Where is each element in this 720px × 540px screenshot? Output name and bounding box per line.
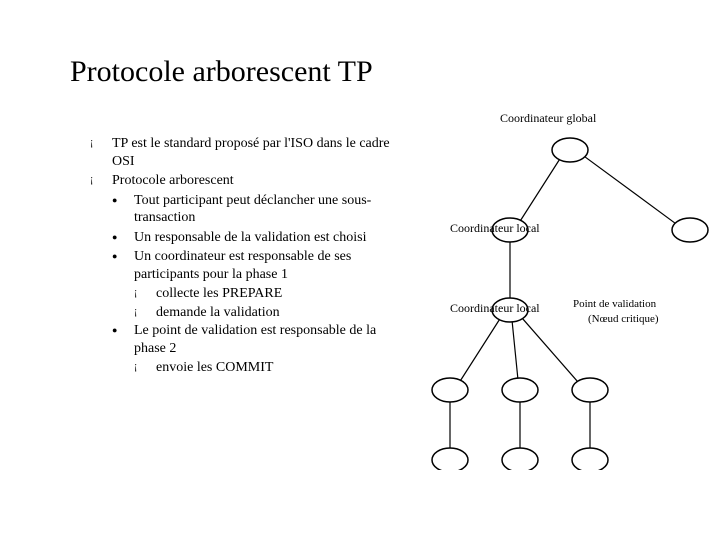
bullet-text: Un coordinateur est responsable de ses p… — [134, 248, 400, 283]
circle-icon: ¡ — [90, 172, 112, 190]
tree-node — [572, 448, 608, 470]
disc-icon: ● — [112, 322, 134, 357]
bullet-text: collecte les PREPARE — [156, 285, 400, 303]
bullet-content: ¡ TP est le standard proposé par l'ISO d… — [90, 135, 400, 378]
tree-node — [502, 378, 538, 402]
tree-node — [432, 448, 468, 470]
bullet-text: TP est le standard proposé par l'ISO dan… — [112, 135, 400, 170]
bullet-text: envoie les COMMIT — [156, 359, 400, 377]
diagram-label: Coordinateur local — [450, 221, 540, 235]
circle-icon: ¡ — [134, 304, 156, 322]
tree-edge — [460, 319, 499, 381]
disc-icon: ● — [112, 229, 134, 247]
tree-node — [672, 218, 708, 242]
bullet-text: Le point de validation est responsable d… — [134, 322, 400, 357]
circle-icon: ¡ — [134, 359, 156, 377]
disc-icon: ● — [112, 192, 134, 227]
diagram-label: (Nœud critique) — [588, 313, 659, 325]
tree-node — [572, 378, 608, 402]
list-item: ● Le point de validation est responsable… — [112, 322, 400, 357]
bullet-text: Protocole arborescent — [112, 172, 400, 190]
tree-node — [432, 378, 468, 402]
list-item: ● Un coordinateur est responsable de ses… — [112, 248, 400, 283]
slide-title: Protocole arborescent TP — [70, 55, 373, 89]
bullet-text: Tout participant peut déclancher une sou… — [134, 192, 400, 227]
tree-diagram: Coordinateur global Coordinateur local Coo… — [390, 110, 710, 470]
tree-node — [502, 448, 538, 470]
circle-icon: ¡ — [90, 135, 112, 170]
list-item: ● Tout participant peut déclancher une s… — [112, 192, 400, 227]
tree-node — [552, 138, 588, 162]
tree-edge — [522, 318, 578, 382]
diagram-label: Coordinateur local — [450, 301, 540, 315]
tree-edge — [512, 321, 518, 378]
list-item: ¡ collecte les PREPARE — [134, 285, 400, 303]
diagram-label: Point de validation — [573, 298, 657, 310]
tree-edge — [584, 156, 676, 223]
list-item: ¡ TP est le standard proposé par l'ISO d… — [90, 135, 400, 170]
tree-edge — [520, 159, 559, 221]
circle-icon: ¡ — [134, 285, 156, 303]
list-item: ● Un responsable de la validation est ch… — [112, 229, 400, 247]
disc-icon: ● — [112, 248, 134, 283]
list-item: ¡ demande la validation — [134, 304, 400, 322]
bullet-text: demande la validation — [156, 304, 400, 322]
list-item: ¡ Protocole arborescent — [90, 172, 400, 190]
bullet-text: Un responsable de la validation est choi… — [134, 229, 400, 247]
diagram-label: Coordinateur global — [500, 111, 597, 125]
list-item: ¡ envoie les COMMIT — [134, 359, 400, 377]
